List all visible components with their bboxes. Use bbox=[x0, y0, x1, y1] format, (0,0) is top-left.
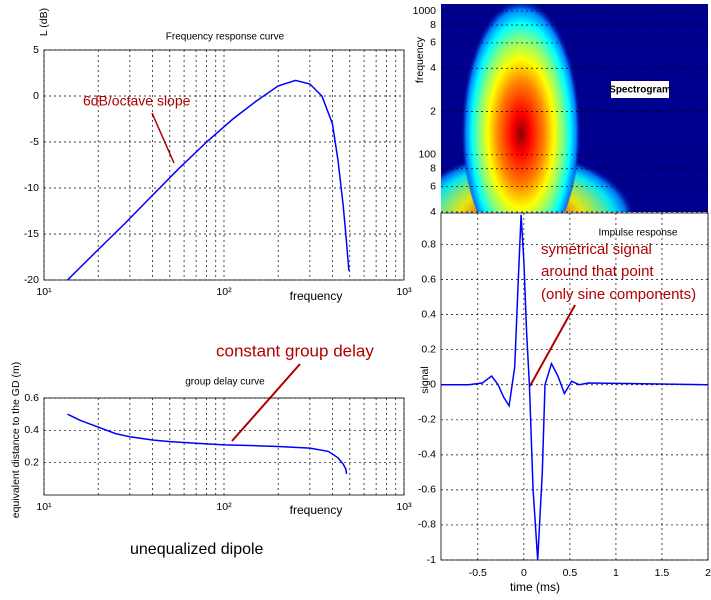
y-tick-label: 1000 bbox=[413, 5, 437, 17]
plot-area bbox=[440, 212, 709, 561]
x-tick-label: 10³ bbox=[396, 501, 412, 513]
chart-title: Frequency response curve bbox=[166, 32, 285, 43]
x-tick-label: 10¹ bbox=[36, 286, 52, 298]
y-tick-label: 100 bbox=[418, 149, 436, 161]
y-tick-label: -0.4 bbox=[418, 449, 436, 461]
annotation-arrow bbox=[151, 112, 175, 164]
y-axis-label: frequency bbox=[414, 36, 426, 83]
annotation-arrow bbox=[529, 304, 576, 387]
y-tick-label: 0.4 bbox=[421, 308, 436, 320]
annotation-arrow bbox=[231, 363, 301, 442]
y-tick-label: 4 bbox=[430, 206, 436, 218]
y-tick-label: -20 bbox=[24, 274, 39, 286]
y-tick-label: -15 bbox=[24, 228, 39, 240]
line bbox=[441, 214, 709, 561]
y-tick-label: 2 bbox=[430, 105, 436, 117]
x-tick-label: 10¹ bbox=[36, 501, 52, 513]
y-tick-label: 0.6 bbox=[421, 273, 436, 285]
line bbox=[66, 79, 350, 281]
y-tick-label: -0.6 bbox=[418, 484, 436, 496]
y-tick-label: 6 bbox=[430, 180, 436, 192]
x-tick-label: 1 bbox=[613, 567, 619, 579]
y-tick-label: 4 bbox=[430, 62, 436, 74]
y-axis-label: L (dB) bbox=[38, 8, 50, 36]
y-axis-label: equivalent distance to the GD (m) bbox=[10, 362, 22, 518]
y-tick-label: 0 bbox=[430, 379, 436, 391]
y-tick-label: 0.8 bbox=[421, 238, 436, 250]
annotation: (only sine components) bbox=[541, 286, 696, 303]
y-tick-label: -1 bbox=[427, 554, 436, 566]
spectrogram-label: Spectrogram bbox=[609, 85, 671, 96]
y-tick-label: 8 bbox=[430, 163, 436, 175]
plot-area bbox=[43, 397, 405, 496]
annotation: constant group delay bbox=[216, 341, 374, 360]
y-tick-label: 5 bbox=[33, 44, 39, 56]
x-tick-label: 0 bbox=[521, 567, 527, 579]
y-tick-label: 0.2 bbox=[421, 343, 436, 355]
y-tick-label: 0 bbox=[33, 90, 39, 102]
y-tick-label: 0.6 bbox=[24, 392, 39, 404]
annotation: 6dB/octave slope bbox=[83, 93, 191, 109]
chart-title: Impulse response bbox=[599, 228, 678, 239]
y-axis-label: signal bbox=[419, 366, 431, 393]
x-axis-label: time (ms) bbox=[510, 580, 560, 594]
chart-title: group delay curve bbox=[185, 377, 265, 388]
y-tick-label: -0.2 bbox=[418, 414, 436, 426]
annotation: around that point bbox=[541, 263, 654, 280]
line bbox=[67, 413, 348, 475]
y-tick-label: -5 bbox=[30, 136, 39, 148]
x-tick-label: 10² bbox=[216, 286, 232, 298]
y-tick-label: 0.2 bbox=[24, 456, 39, 468]
annotation: symétrical signal bbox=[541, 241, 652, 258]
y-tick-label: -0.8 bbox=[418, 519, 436, 531]
x-tick-label: -0.5 bbox=[469, 567, 487, 579]
spectrogram-label-box bbox=[611, 81, 669, 98]
x-axis-label: frequency bbox=[290, 289, 343, 303]
y-tick-label: 6 bbox=[430, 37, 436, 49]
x-tick-label: 10³ bbox=[396, 286, 412, 298]
x-axis-label: frequency bbox=[290, 503, 343, 517]
y-tick-label: 8 bbox=[430, 19, 436, 31]
y-tick-label: 0.4 bbox=[24, 424, 39, 436]
x-tick-label: 2 bbox=[705, 567, 711, 579]
x-tick-label: 0.5 bbox=[563, 567, 578, 579]
x-tick-label: 10² bbox=[216, 501, 232, 513]
y-tick-label: -10 bbox=[24, 182, 39, 194]
x-tick-label: 1.5 bbox=[655, 567, 670, 579]
spectrogram-image bbox=[441, 4, 708, 212]
caption: unequalized dipole bbox=[130, 541, 264, 558]
